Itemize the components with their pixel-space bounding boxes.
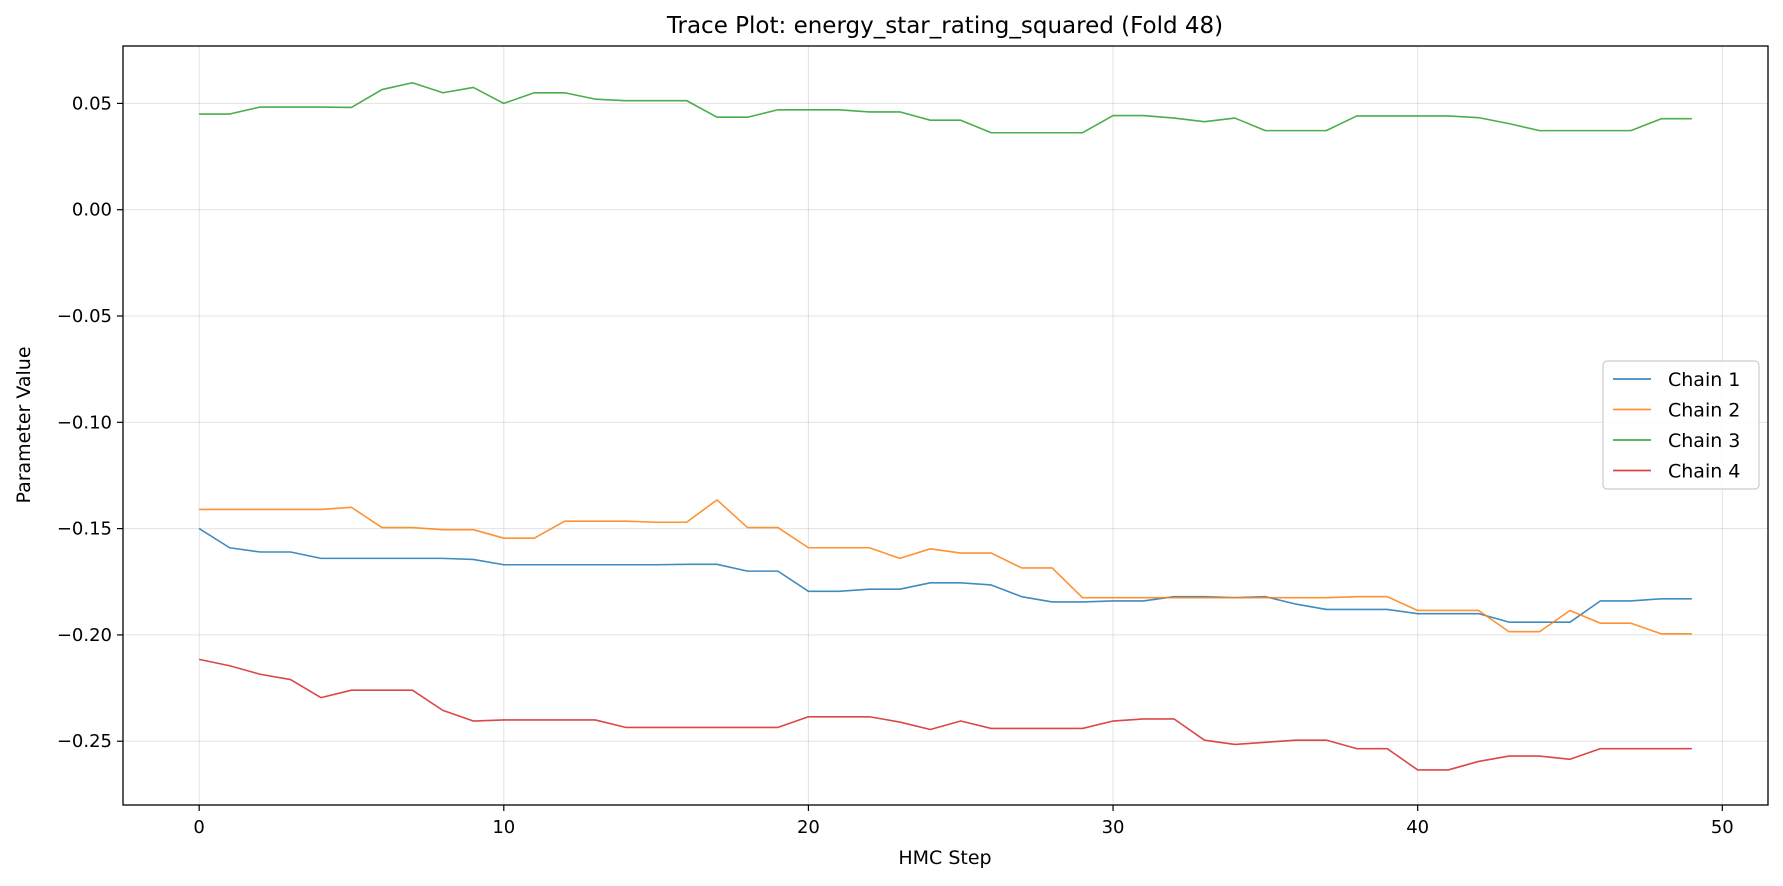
y-tick-label: −0.25 [57,731,112,752]
series-line-chain-1 [198,527,1692,623]
series-line-chain-3 [199,81,1692,134]
legend-box [1602,360,1760,490]
legend-label-chain-3: Chain 3 [1668,430,1740,452]
series-line-chain-2 [199,499,1692,635]
legend-label-chain-1: Chain 1 [1668,369,1740,391]
grid-layer [123,46,1768,805]
x-tick-label: 0 [193,817,204,838]
y-tick-label: −0.10 [57,412,112,433]
legend-label-chain-2: Chain 2 [1668,400,1740,422]
y-tick-label: 0.05 [72,93,112,114]
y-axis-label: Parameter Value [13,346,35,503]
legend: Chain 1 Chain 2 Chain 3 Chain 4 [1602,360,1760,490]
y-tick-label: −0.05 [57,306,112,327]
chart-title: Trace Plot: energy_star_rating_squared (… [666,13,1223,39]
series-line-chain-4 [198,658,1692,771]
x-tick-label: 20 [797,817,820,838]
series-layer [198,81,1692,771]
x-tick-label: 40 [1406,817,1429,838]
y-tick-label: −0.20 [57,625,112,646]
y-tick-label: −0.15 [57,519,112,540]
legend-label-chain-4: Chain 4 [1668,461,1740,483]
x-tick-label: 30 [1102,817,1125,838]
x-tick-label: 10 [492,817,515,838]
x-axis-label: HMC Step [898,847,991,869]
tick-layer: 0 10 20 30 40 50 0.05 0.00 −0.05 −0.10 −0.15 −0.20 −… [57,93,1734,838]
plot-frame [122,45,1769,806]
y-tick-label: 0.00 [72,200,112,221]
x-tick-label: 50 [1711,817,1734,838]
